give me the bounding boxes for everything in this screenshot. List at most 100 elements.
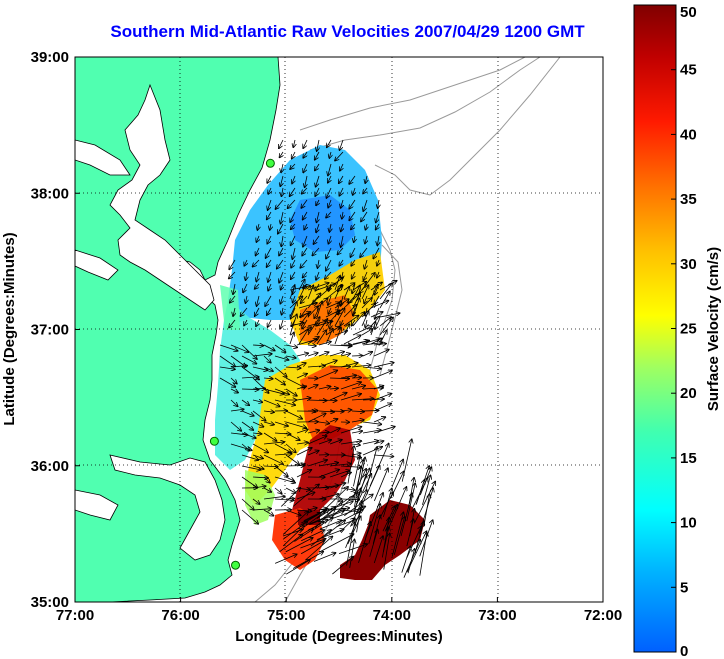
velocity-arrow (286, 560, 310, 575)
velocity-arrow (311, 518, 332, 532)
velocity-arrow (363, 187, 368, 194)
velocity-arrow (275, 199, 284, 209)
velocity-arrow (219, 377, 235, 387)
velocity-arrow (263, 411, 274, 412)
velocity-arrow (362, 441, 378, 445)
velocity-arrow (316, 271, 319, 280)
velocity-arrow (285, 377, 305, 387)
velocity-arrow (293, 295, 295, 303)
velocity-arrow (307, 451, 319, 456)
velocity-arrow (296, 429, 308, 434)
velocity-arrow (274, 366, 287, 377)
velocity-arrow (274, 388, 289, 394)
velocity-arrow (370, 322, 376, 336)
velocity-arrow (281, 283, 283, 290)
velocity-arrow (285, 410, 302, 419)
velocity-arrow (391, 459, 403, 487)
velocity-arrow (274, 443, 291, 452)
velocity-arrow (263, 476, 270, 483)
velocity-arrow (376, 223, 379, 230)
velocity-arrow (290, 163, 296, 169)
velocity-arrow (318, 470, 339, 478)
velocity-arrow (370, 312, 383, 318)
plot-area (75, 57, 603, 602)
grid-lines (75, 57, 603, 602)
velocity-arrow (282, 307, 283, 315)
velocity-arrow (277, 259, 284, 269)
velocity-arrows (219, 139, 435, 578)
velocity-arrow (292, 247, 295, 259)
radar-stations (209, 158, 275, 570)
velocity-arrow (291, 235, 296, 245)
velocity-arrow (268, 319, 271, 327)
velocity-arrow (318, 432, 329, 433)
velocity-arrow (353, 187, 355, 195)
velocity-arrow (349, 539, 355, 569)
velocity-arrow (229, 271, 236, 279)
velocity-arrow (263, 496, 285, 500)
velocity-arrow (351, 386, 365, 390)
velocity-arrow (287, 199, 296, 208)
velocity-arrow (304, 536, 332, 561)
velocity-arrow (267, 307, 272, 315)
velocity-arrow (281, 187, 283, 196)
velocity-arrow (406, 531, 426, 573)
velocity-arrow (329, 419, 338, 422)
velocity-arrow (267, 259, 272, 267)
velocity-arrow (373, 417, 385, 423)
colorbar-label: Surface Velocity (cm/s) (705, 247, 722, 411)
velocity-arrow (285, 443, 296, 452)
velocity-arrow (351, 420, 364, 422)
colorbar-tick-label: 35 (680, 191, 697, 208)
velocity-arrow (241, 344, 257, 359)
velocity-arrow (290, 211, 296, 222)
velocity-arrow (263, 378, 273, 379)
velocity-arrow (243, 283, 248, 292)
velocity-arrow (383, 527, 389, 552)
velocity-arrow (401, 546, 411, 573)
velocity-arrow (415, 522, 423, 552)
velocity-arrow (229, 319, 236, 328)
velocity-arrow (376, 211, 380, 222)
velocity-arrow (257, 223, 259, 230)
velocity-arrow (379, 313, 400, 318)
velocity-arrow (363, 199, 368, 211)
velocity-arrow (289, 302, 297, 318)
velocity-arrow (285, 421, 306, 428)
velocity-arrow (329, 440, 342, 445)
velocity-arrow (317, 139, 319, 151)
velocity-arrow (233, 283, 235, 294)
velocity-arrow (315, 163, 320, 170)
velocity-arrow (318, 352, 329, 357)
velocity-arrow (263, 355, 271, 363)
chesapeake-bay (109, 83, 215, 311)
velocity-arrow (263, 442, 284, 444)
velocity-arrow (285, 367, 301, 368)
velocity-arrow (263, 454, 283, 464)
velocity-arrow (267, 235, 272, 244)
velocity-arrow (292, 175, 295, 184)
velocity-arrow (351, 259, 355, 266)
velocity-arrow (252, 410, 266, 421)
velocity-arrow (373, 371, 392, 379)
velocity-arrow (282, 511, 308, 535)
velocity-arrow (350, 247, 356, 257)
velocity-arrow (332, 557, 353, 575)
velocity-arrow (301, 199, 308, 208)
velocity-arrow (289, 323, 304, 327)
velocity-arrow (252, 433, 262, 434)
velocity-arrow (318, 400, 337, 401)
velocity-arrow (268, 187, 271, 194)
velocity-arrow (383, 533, 390, 570)
velocity-arrow (318, 411, 334, 412)
velocity-arrow (252, 400, 262, 402)
velocity-arrow (360, 247, 368, 257)
velocity-arrow (365, 235, 367, 244)
velocity-arrow (373, 403, 391, 412)
velocity-arrow (313, 235, 320, 244)
velocity-arrow (318, 370, 337, 379)
velocity-arrow (329, 223, 331, 232)
velocity-arrow (419, 533, 427, 576)
velocity-arrow (230, 344, 248, 352)
